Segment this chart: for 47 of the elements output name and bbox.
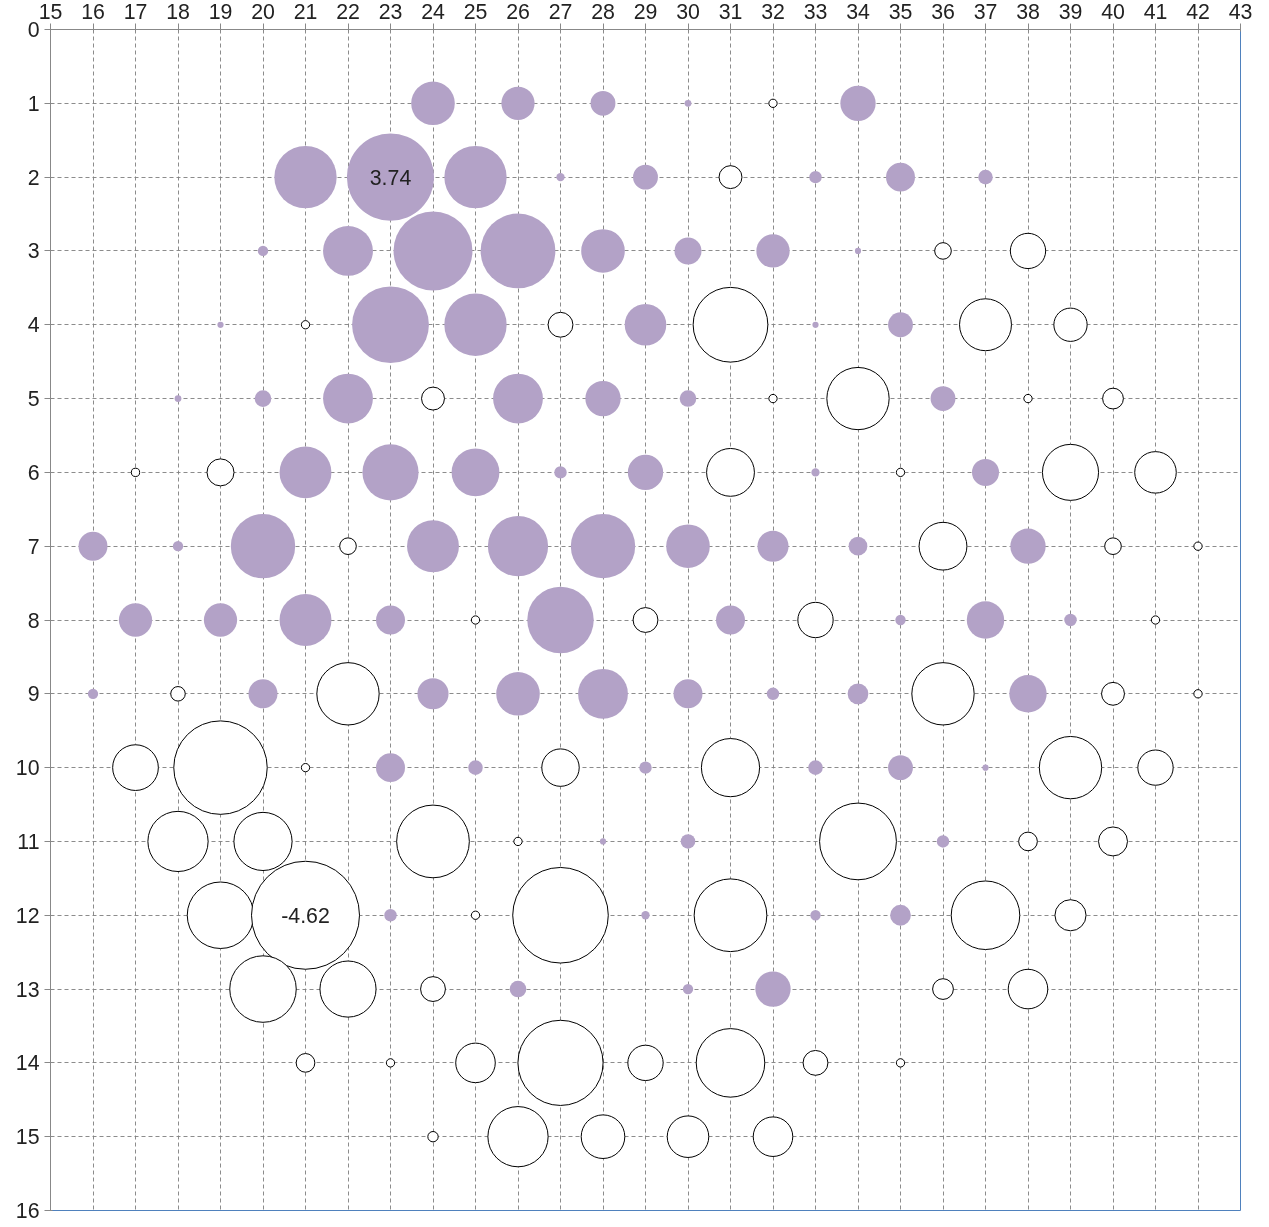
y-tick-label: 7 <box>27 534 40 559</box>
x-tick-label: 23 <box>378 0 403 24</box>
y-tick-label: 0 <box>27 18 40 42</box>
y-tick-label: 1 <box>27 91 40 116</box>
x-tick-label: 24 <box>421 0 445 24</box>
y-tick-label: 15 <box>15 1125 40 1150</box>
x-tick-label: 20 <box>251 0 275 24</box>
y-tick-label: 6 <box>27 460 40 485</box>
x-tick-label: 32 <box>761 0 785 24</box>
x-tick-label: 18 <box>166 0 190 24</box>
x-tick-label: 27 <box>548 0 573 24</box>
x-tick-label: 42 <box>1186 0 1210 24</box>
x-tick-label: 39 <box>1058 0 1083 24</box>
x-tick-label: 35 <box>888 0 913 24</box>
x-tick-label: 34 <box>846 0 870 24</box>
x-tick-label: 16 <box>81 0 105 24</box>
x-tick-label: 22 <box>336 0 360 24</box>
y-tick-label: 11 <box>17 829 40 854</box>
y-tick-label: 2 <box>27 165 40 190</box>
x-tick-label: 41 <box>1143 0 1168 24</box>
y-tick-label: 13 <box>15 977 40 1002</box>
x-tick-label: 29 <box>633 0 658 24</box>
x-tick-label: 28 <box>591 0 615 24</box>
x-tick-label: 25 <box>463 0 488 24</box>
y-tick-label: 8 <box>27 608 40 633</box>
x-tick-label: 38 <box>1016 0 1040 24</box>
x-tick-label: 26 <box>506 0 530 24</box>
y-tick-label: 14 <box>15 1051 40 1076</box>
y-tick-label: 16 <box>15 1199 40 1223</box>
y-tick-label: 4 <box>27 313 40 338</box>
y-tick-label: 12 <box>15 903 40 928</box>
y-tick-label: 9 <box>27 682 40 707</box>
x-tick-label: 30 <box>676 0 700 24</box>
x-tick-label: 36 <box>931 0 955 24</box>
y-tick-label: 3 <box>27 239 40 264</box>
x-tick-label: 37 <box>973 0 998 24</box>
x-tick-label: 43 <box>1228 0 1253 24</box>
x-tick-label: 33 <box>803 0 828 24</box>
y-tick-label: 10 <box>15 756 40 781</box>
annotation: -4.62 <box>281 903 330 928</box>
x-tick-label: 40 <box>1101 0 1125 24</box>
x-tick-label: 31 <box>718 0 743 24</box>
annotation: 3.74 <box>369 165 412 190</box>
x-tick-label: 19 <box>208 0 233 24</box>
y-tick-label: 5 <box>27 387 40 412</box>
x-tick-label: 21 <box>293 0 318 24</box>
x-tick-label: 17 <box>123 0 148 24</box>
